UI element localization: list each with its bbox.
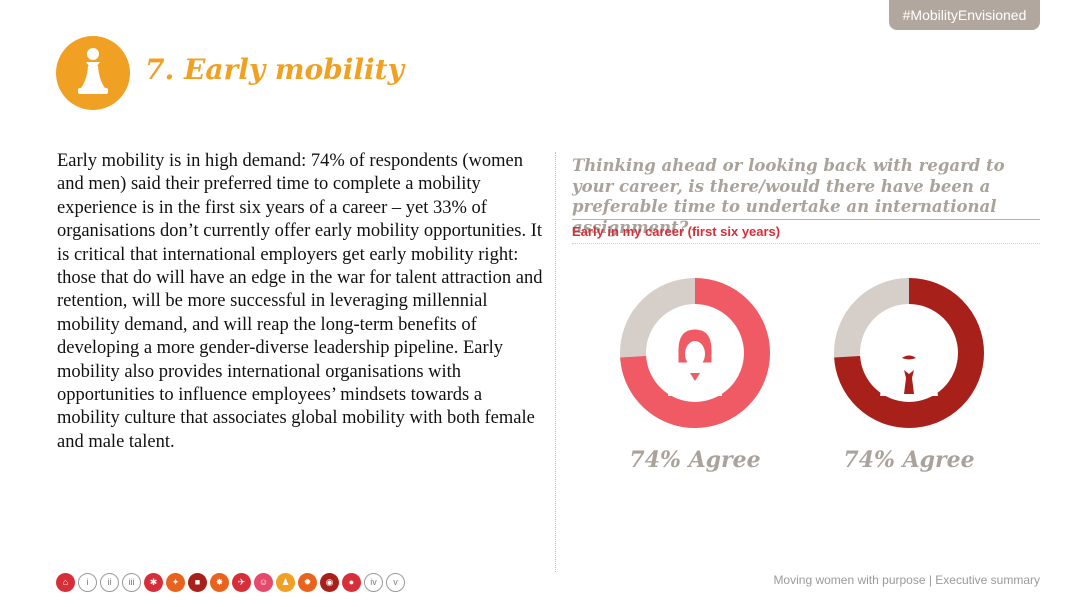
section-1-icon[interactable]: ✱ (144, 572, 163, 592)
male-avatar-icon (880, 330, 938, 396)
body-paragraph: Early mobility is in high demand: 74% of… (57, 151, 543, 452)
page-iv-icon[interactable]: iv (364, 572, 383, 592)
section-3-icon[interactable]: ■ (188, 572, 207, 592)
female-agree-donut (620, 278, 770, 428)
hashtag-tab: #MobilityEnvisioned (889, 0, 1040, 30)
male-agree-ring (834, 278, 984, 428)
female-agree-ring (620, 278, 770, 428)
page-iii-icon[interactable]: iii (122, 572, 141, 592)
section-6-icon[interactable]: ☺ (254, 572, 273, 592)
section-8-icon[interactable]: ✹ (298, 572, 317, 592)
survey-question: Thinking ahead or looking back with rega… (572, 156, 1005, 237)
page-title: 7. Early mobility (145, 53, 404, 86)
section-4-icon[interactable]: ✸ (210, 572, 229, 592)
male-agree-label: 74% Agree (843, 447, 975, 473)
section-7-icon[interactable]: ♟ (276, 572, 295, 592)
female-agree-label: 74% Agree (629, 447, 761, 473)
section-10-icon[interactable]: ● (342, 572, 361, 592)
page-navigation: ⌂ i ii iii ✱ ✦ ■ ✸ ✈ ☺ ♟ ✹ ◉ ● iv v (56, 571, 405, 593)
home-icon[interactable]: ⌂ (56, 572, 75, 592)
chess-pawn-icon (56, 36, 130, 110)
section-5-icon[interactable]: ✈ (232, 572, 251, 592)
page-v-icon[interactable]: v (386, 572, 405, 592)
section-2-icon[interactable]: ✦ (166, 572, 185, 592)
column-divider (555, 152, 556, 572)
female-avatar-icon (668, 326, 722, 396)
question-rule (572, 219, 1040, 220)
page-ii-icon[interactable]: ii (100, 572, 119, 592)
section-9-icon[interactable]: ◉ (320, 572, 339, 592)
page-i-icon[interactable]: i (78, 572, 97, 592)
subhead-rule (572, 243, 1040, 244)
footer-text: Moving women with purpose | Executive su… (773, 573, 1040, 587)
male-agree-donut (834, 278, 984, 428)
chart-subhead: Early in my career (first six years) (572, 224, 781, 239)
